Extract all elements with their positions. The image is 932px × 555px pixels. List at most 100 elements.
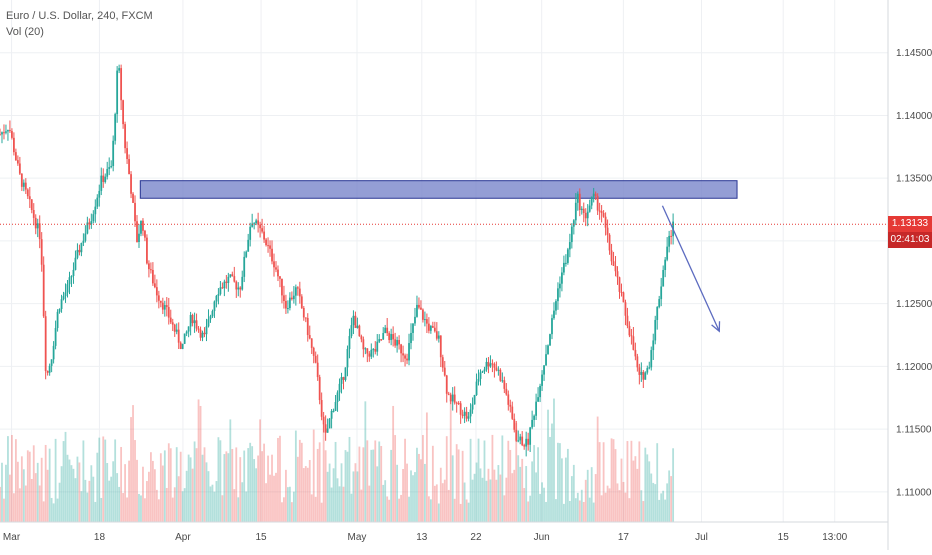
volume-bar [102,436,105,522]
candle-body [388,333,391,341]
candle-body [330,410,333,419]
candle-body [273,261,275,268]
time-tick-label: 22 [470,532,482,543]
volume-bar [410,470,412,522]
candle-body [537,397,539,402]
volume-bar [96,452,99,522]
volume-bar [221,495,224,522]
resistance-rectangle[interactable] [139,180,738,199]
candle-body [302,308,305,318]
volume-bar [394,435,397,522]
candle-body [398,340,400,345]
candle-body [493,363,496,368]
volume-bar [580,489,583,522]
candle-body [392,334,395,340]
candle-body [171,322,174,325]
candle-body [150,269,152,271]
candle-body [424,319,426,321]
candle-body [167,307,170,318]
volume-bar [642,501,645,522]
volume-indicator-label[interactable]: Vol (20) [6,26,44,38]
candle-body [519,436,522,441]
price-candles [0,64,675,457]
volume-bar [136,459,138,522]
candle-body [354,315,357,328]
volume-bar [44,444,47,522]
price-tick-label: 1.13500 [896,174,932,185]
candle-body [249,226,252,240]
price-tick-label: 1.11500 [896,425,932,436]
candle-body [22,182,25,187]
time-tick-label: Jul [695,532,708,543]
volume-bar [22,469,25,522]
volume-bar [314,496,317,522]
volume-bar [396,464,399,522]
volume-bar [612,439,615,522]
volume-bar [412,475,414,522]
resistance-zone[interactable] [139,180,738,199]
symbol-title[interactable]: Euro / U.S. Dollar, 240, FXCM [6,10,153,22]
volume-bar [30,478,33,522]
candle-body [457,402,460,404]
volume-bar [155,489,158,522]
volume-bar [223,454,226,522]
candle-body [650,350,653,368]
candle-body [82,240,85,243]
volume-bar [628,498,631,522]
candle-body [632,336,635,350]
volume-bar [656,443,659,522]
volume-bar [7,436,9,522]
volume-bar [632,460,635,522]
candle-body [418,304,420,308]
candle-body [374,349,377,352]
candle-body [624,302,627,316]
candle-body [471,404,474,410]
volume-bar [324,450,327,522]
candle-body [559,283,561,289]
candle-body [608,234,611,251]
volume-bar [511,473,514,522]
candle-body [90,221,93,225]
candle-body [227,276,230,283]
volume-bar [288,486,291,522]
candle-body [449,394,452,402]
candle-body [549,334,551,346]
forecast-arrow-line[interactable] [661,205,720,332]
volume-bar [350,493,353,522]
candle-body [453,394,456,403]
candle-body [511,406,514,419]
volume-bar [209,486,212,522]
candle-body [652,340,655,351]
volume-bar [622,481,625,522]
volume-bar [0,486,1,522]
volume-bar [537,447,539,522]
candle-body [564,262,567,264]
candle-body [52,345,55,360]
candle-body [366,348,369,354]
candle-body [0,134,1,136]
price-tick-label: 1.11000 [896,487,932,498]
volume-bar [469,438,472,522]
chart-overlay [0,205,888,333]
volume-bar [513,469,516,522]
candle-body [622,292,625,303]
volume-bar [112,461,115,522]
volume-bar [249,442,252,522]
volume-bar [433,485,436,522]
volume-bar [344,450,347,522]
candle-body [574,202,577,221]
candle-body [187,326,190,332]
volume-bar [517,455,520,522]
candle-body [281,278,283,296]
candle-body [195,320,198,329]
candle-body [427,323,430,331]
volume-bar [219,440,222,522]
volume-bar [86,492,89,522]
candle-body [463,411,466,416]
candle-body [539,385,541,398]
candle-body [547,345,549,355]
volume-bar [128,460,130,522]
volume-bar [531,461,534,522]
